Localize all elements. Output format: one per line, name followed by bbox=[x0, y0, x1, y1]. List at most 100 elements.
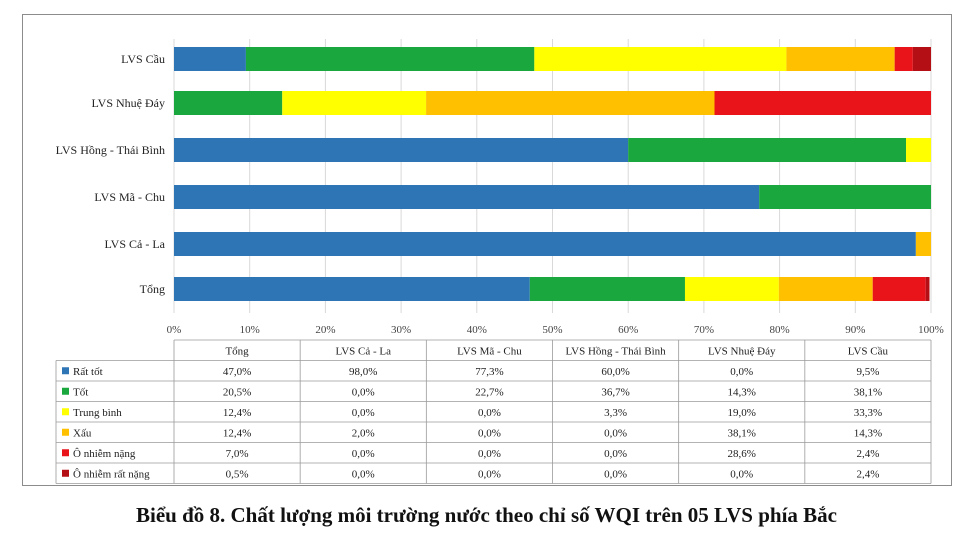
bar-segment-lvs-cau-trung-binh bbox=[534, 47, 787, 71]
bar-segment-lvs-cau-rat-tot bbox=[174, 47, 246, 71]
table-cell: 19,0% bbox=[728, 407, 756, 419]
table-header-lvs-nhue-day: LVS Nhuệ Đáy bbox=[708, 346, 776, 358]
bar-segment-tong-o-nhiem-nang bbox=[872, 277, 926, 301]
table-cell: 14,3% bbox=[728, 387, 756, 399]
table-cell: 12,4% bbox=[223, 428, 251, 440]
bar-segment-lvs-nhue-day-o-nhiem-nang bbox=[714, 91, 931, 115]
bar-segment-tong-rat-tot bbox=[174, 277, 530, 301]
bar-segment-tong-trung-binh bbox=[684, 277, 779, 301]
table-cell: 9,5% bbox=[856, 366, 879, 378]
bar-segment-lvs-hong-thai-binh-trung-binh bbox=[906, 138, 931, 162]
bar-segment-lvs-cau-tot bbox=[245, 47, 535, 71]
table-cell: 0,0% bbox=[478, 428, 501, 440]
figure-caption: Biểu đồ 8. Chất lượng môi trường nước th… bbox=[135, 503, 838, 527]
legend-label-trung-binh: Trung bình bbox=[73, 407, 122, 419]
category-label-lvs-hong-thai-binh: LVS Hồng - Thái Bình bbox=[56, 143, 165, 157]
table-cell: 0,0% bbox=[478, 469, 501, 481]
x-tick-label: 20% bbox=[315, 324, 335, 336]
table-cell: 2,4% bbox=[856, 469, 879, 481]
table-cell: 0,0% bbox=[604, 469, 627, 481]
chart-frame: Tổng LVS Cả - La LVS Mã - Chu LVS Hồng - Th… bbox=[22, 14, 952, 486]
table-header-lvs-cau: LVS Cầu bbox=[848, 346, 889, 358]
legend-key-xau bbox=[62, 428, 69, 436]
x-tick-label: 100% bbox=[918, 324, 944, 336]
table-cell: 12,4% bbox=[223, 407, 251, 419]
table-cell: 0,0% bbox=[478, 407, 501, 419]
table-cell: 20,5% bbox=[223, 387, 251, 399]
table-cell: 0,5% bbox=[226, 469, 249, 481]
table-cell: 38,1% bbox=[728, 428, 756, 440]
table-cell: 7,0% bbox=[226, 448, 249, 460]
legend-label-o-nhiem-rat-nang: Ô nhiễm rất nặng bbox=[73, 469, 150, 481]
table-cell: 38,1% bbox=[854, 387, 882, 399]
bar-segment-tong-xau bbox=[778, 277, 873, 301]
table-cell: 0,0% bbox=[604, 448, 627, 460]
table-cell: 0,0% bbox=[730, 366, 753, 378]
table-cell: 33,3% bbox=[854, 407, 882, 419]
legend-key-trung-binh bbox=[62, 408, 69, 416]
data-table: Tổng LVS Cả - La LVS Mã - Chu LVS Hồng - Th… bbox=[55, 339, 932, 484]
x-axis-ticks: 0% 10% 20% 30% 40% 50% 60% 70% 80% 90% 100% bbox=[167, 324, 944, 336]
table-cell: 98,0% bbox=[349, 366, 377, 378]
bar-segment-lvs-ca-la-rat-tot bbox=[174, 232, 916, 256]
x-tick-label: 70% bbox=[694, 324, 714, 336]
bar-segment-lvs-ca-la-xau bbox=[915, 232, 931, 256]
table-cell: 14,3% bbox=[854, 428, 882, 440]
category-label-lvs-ma-chu: LVS Mã - Chu bbox=[94, 190, 165, 204]
table-cell: 77,3% bbox=[475, 366, 503, 378]
category-label-lvs-nhue-day: LVS Nhuệ Đáy bbox=[91, 96, 165, 110]
top-strip bbox=[0, 0, 973, 14]
bar-segment-lvs-cau-o-nhiem-rat-nang bbox=[912, 47, 931, 71]
category-labels: Tổng LVS Cả - La LVS Mã - Chu LVS Hồng - Th… bbox=[56, 52, 166, 296]
bar-segment-lvs-cau-o-nhiem-nang bbox=[894, 47, 913, 71]
bar-segment-lvs-hong-thai-binh-rat-tot bbox=[174, 138, 629, 162]
x-tick-label: 0% bbox=[167, 324, 182, 336]
table-cell: 3,3% bbox=[604, 407, 627, 419]
bar-segment-lvs-cau-xau bbox=[786, 47, 895, 71]
bar-segment-lvs-ma-chu-rat-tot bbox=[174, 185, 760, 209]
table-cell: 60,0% bbox=[601, 366, 629, 378]
table-cell: 0,0% bbox=[352, 387, 375, 399]
legend-key-tot bbox=[62, 387, 69, 395]
gridlines bbox=[173, 39, 932, 313]
table-cell: 0,0% bbox=[604, 428, 627, 440]
bar-segment-lvs-nhue-day-tot bbox=[174, 91, 283, 115]
x-tick-label: 10% bbox=[240, 324, 260, 336]
category-label-lvs-cau: LVS Cầu bbox=[121, 52, 165, 66]
bar-segment-tong-o-nhiem-rat-nang bbox=[925, 277, 930, 301]
table-cell: 36,7% bbox=[601, 387, 629, 399]
table-cell: 0,0% bbox=[352, 469, 375, 481]
legend-label-tot: Tốt bbox=[73, 387, 88, 399]
legend-key-o-nhiem-nang bbox=[62, 449, 69, 457]
table-cell: 22,7% bbox=[475, 387, 503, 399]
table-cell: 0,0% bbox=[352, 407, 375, 419]
table-cell: 47,0% bbox=[223, 366, 251, 378]
x-tick-label: 90% bbox=[845, 324, 865, 336]
legend-label-xau: Xấu bbox=[73, 428, 92, 440]
table-header-lvs-hong-thai-binh: LVS Hồng - Thái Bình bbox=[565, 346, 666, 358]
x-tick-label: 30% bbox=[391, 324, 411, 336]
stacked-bar-chart: Tổng LVS Cả - La LVS Mã - Chu LVS Hồng - Th… bbox=[55, 39, 944, 484]
bar-segment-lvs-nhue-day-trung-binh bbox=[282, 91, 427, 115]
x-tick-label: 50% bbox=[542, 324, 562, 336]
x-tick-label: 80% bbox=[770, 324, 790, 336]
table-cell: 0,0% bbox=[730, 469, 753, 481]
bar-segment-lvs-ma-chu-tot bbox=[759, 185, 931, 209]
table-cell: 2,4% bbox=[856, 448, 879, 460]
bar-segment-lvs-nhue-day-xau bbox=[426, 91, 715, 115]
table-cell: 2,0% bbox=[352, 428, 375, 440]
x-tick-label: 60% bbox=[618, 324, 638, 336]
table-cell: 28,6% bbox=[728, 448, 756, 460]
x-tick-label: 40% bbox=[467, 324, 487, 336]
legend-label-rat-tot: Rất tốt bbox=[73, 366, 103, 378]
bar-segment-tong-tot bbox=[529, 277, 685, 301]
bar-segment-lvs-hong-thai-binh-tot bbox=[628, 138, 907, 162]
legend-key-o-nhiem-rat-nang bbox=[62, 469, 69, 477]
bars bbox=[174, 47, 931, 301]
table-cell: 0,0% bbox=[352, 448, 375, 460]
category-label-tong: Tổng bbox=[140, 282, 165, 296]
legend-key-rat-tot bbox=[62, 367, 69, 375]
table-header-lvs-ca-la: LVS Cả - La bbox=[335, 346, 391, 358]
legend-label-o-nhiem-nang: Ô nhiễm nặng bbox=[73, 448, 136, 460]
category-label-lvs-ca-la: LVS Cả - La bbox=[104, 237, 165, 251]
